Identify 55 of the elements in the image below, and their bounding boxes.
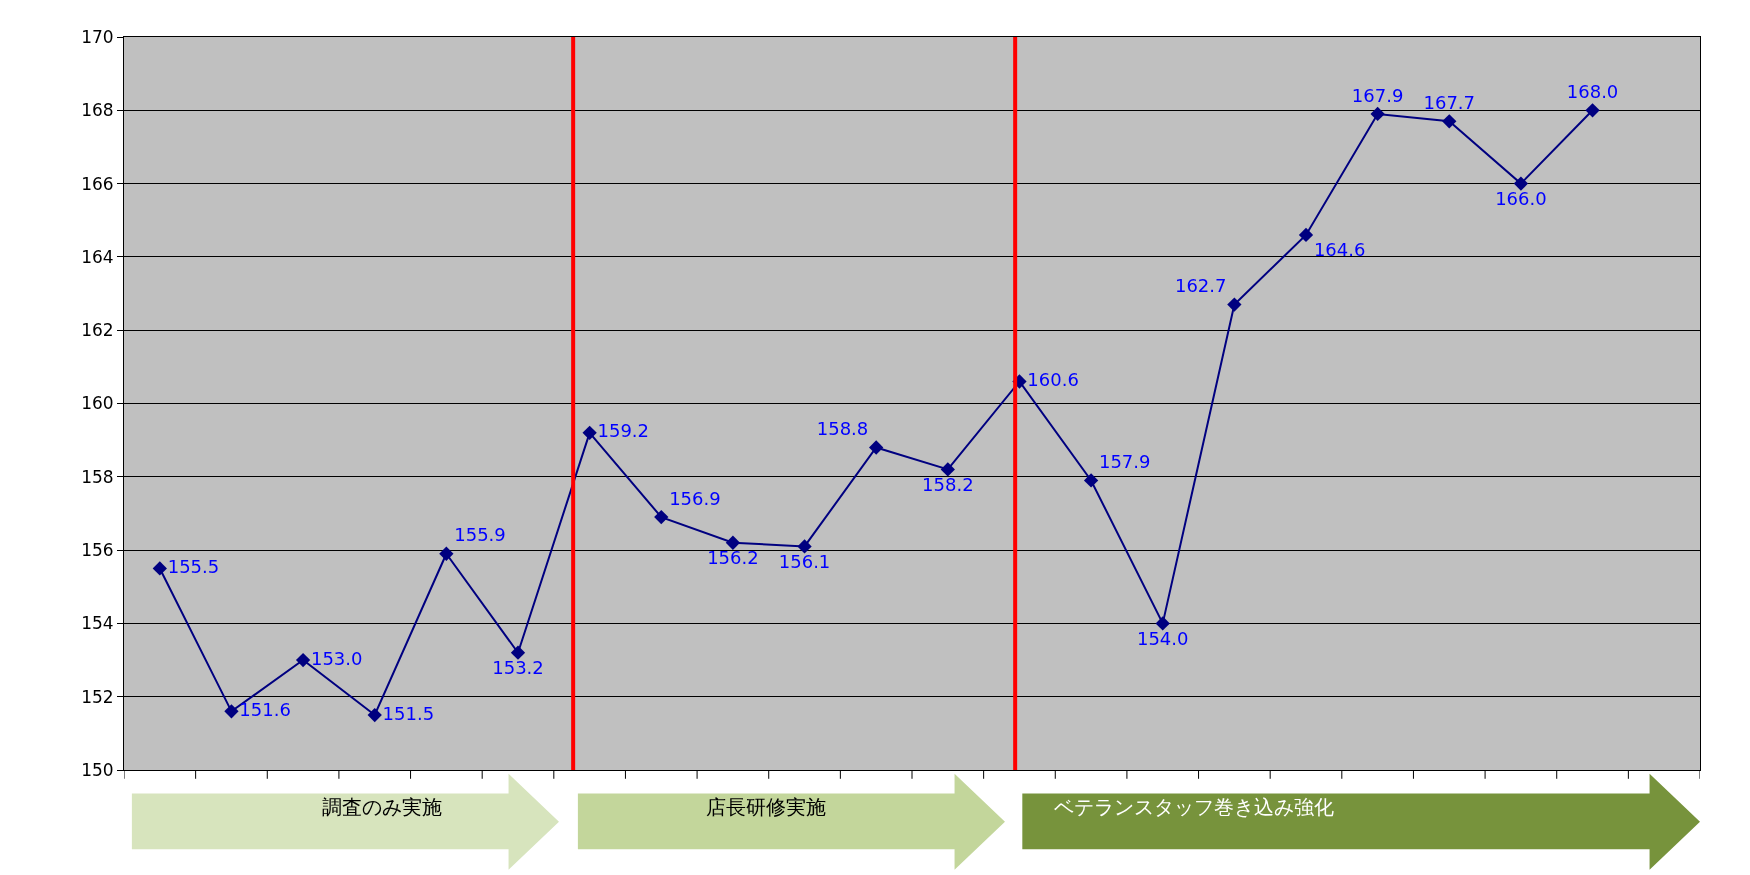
y-tick-label: 154: [81, 613, 114, 634]
data-label: 167.9: [1351, 84, 1404, 106]
point: [224, 704, 239, 719]
data-label: 151.5: [382, 702, 435, 724]
point: [654, 509, 669, 525]
data-label: 158.2: [922, 473, 974, 495]
y-tick-label: 158: [81, 466, 114, 487]
point: [1513, 176, 1529, 191]
data-label: 151.6: [239, 698, 291, 720]
data-label: 167.7: [1423, 91, 1476, 113]
data-label: 159.2: [597, 420, 650, 442]
data-label: 153.0: [310, 647, 363, 669]
point: [367, 707, 382, 723]
point: [152, 561, 167, 576]
point: [797, 539, 812, 554]
text: 店長研修実施: [706, 795, 826, 819]
data-label: 154.0: [1136, 627, 1189, 649]
point: [510, 645, 526, 660]
data-label: 158.8: [816, 418, 869, 440]
y-tick-label: 164: [81, 246, 114, 267]
data-label: 155.5: [167, 555, 220, 577]
y-tick-label: 170: [81, 26, 114, 47]
point: [295, 652, 311, 668]
data-label: 156.9: [669, 487, 721, 509]
text: ベテランスタッフ巻き込み強化: [1054, 795, 1334, 819]
y-tick-label: 162: [81, 320, 114, 341]
point: [1083, 473, 1099, 488]
data-label: 162.7: [1174, 275, 1227, 297]
y-tick-label: 166: [81, 173, 114, 194]
point: [725, 535, 741, 550]
point: [439, 546, 454, 561]
y-tick-label: 152: [81, 686, 114, 707]
data-label: 155.9: [454, 524, 506, 546]
data-label: 153.2: [492, 657, 544, 679]
point: [940, 462, 955, 477]
text: 調査のみ実施: [322, 795, 442, 819]
data-label: 160.6: [1027, 369, 1079, 391]
data-label: 156.2: [707, 547, 759, 569]
point: [1227, 297, 1242, 312]
data-label: 156.1: [778, 550, 831, 572]
data-label: 168.0: [1566, 80, 1619, 102]
y-tick-label: 160: [81, 393, 114, 414]
data-label: 157.9: [1098, 451, 1151, 473]
data-label: 166.0: [1495, 187, 1547, 209]
point: [1298, 227, 1314, 243]
point: [869, 440, 884, 455]
y-tick-label: 156: [81, 540, 114, 561]
y-tick-label: 150: [81, 759, 114, 780]
y-tick-label: 168: [81, 100, 114, 121]
point: [1370, 106, 1385, 122]
data-label: 164.6: [1313, 239, 1366, 261]
point: [1442, 114, 1457, 129]
point: [1155, 616, 1170, 631]
point: [582, 425, 597, 440]
point: [1585, 103, 1600, 118]
